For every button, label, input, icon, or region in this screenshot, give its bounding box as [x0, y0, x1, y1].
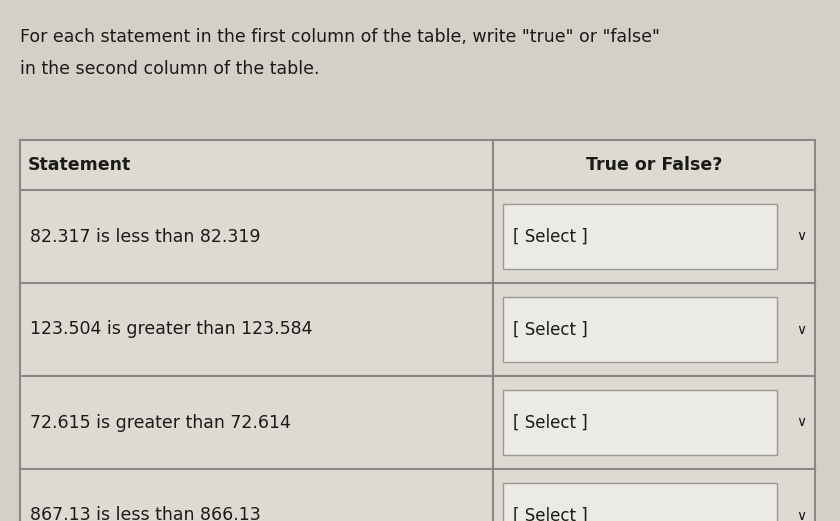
Text: [ Select ]: [ Select ] — [513, 506, 588, 521]
Text: 72.615 is greater than 72.614: 72.615 is greater than 72.614 — [30, 414, 291, 431]
Text: 867.13 is less than 866.13: 867.13 is less than 866.13 — [30, 506, 260, 521]
Bar — [493, 469, 815, 521]
Text: [ Select ]: [ Select ] — [513, 228, 588, 245]
Text: [ Select ]: [ Select ] — [513, 320, 588, 339]
Text: in the second column of the table.: in the second column of the table. — [20, 60, 319, 78]
Text: True or False?: True or False? — [585, 156, 722, 174]
Text: 82.317 is less than 82.319: 82.317 is less than 82.319 — [30, 228, 260, 245]
Bar — [20, 140, 493, 190]
Bar — [503, 483, 777, 521]
Text: ∨: ∨ — [796, 322, 806, 337]
Bar — [20, 469, 493, 521]
Text: 123.504 is greater than 123.584: 123.504 is greater than 123.584 — [30, 320, 312, 339]
Bar — [493, 376, 815, 469]
Bar — [20, 190, 493, 283]
Bar — [20, 376, 493, 469]
Bar — [20, 283, 493, 376]
Bar — [493, 190, 815, 283]
Text: Statement: Statement — [28, 156, 131, 174]
Bar — [493, 283, 815, 376]
Bar — [503, 297, 777, 362]
Bar — [503, 204, 777, 269]
Text: ∨: ∨ — [796, 508, 806, 521]
Bar — [493, 140, 815, 190]
Bar — [503, 390, 777, 455]
Text: For each statement in the first column of the table, write "true" or "false": For each statement in the first column o… — [20, 28, 660, 46]
Text: [ Select ]: [ Select ] — [513, 414, 588, 431]
Text: ∨: ∨ — [796, 229, 806, 243]
Text: ∨: ∨ — [796, 416, 806, 429]
